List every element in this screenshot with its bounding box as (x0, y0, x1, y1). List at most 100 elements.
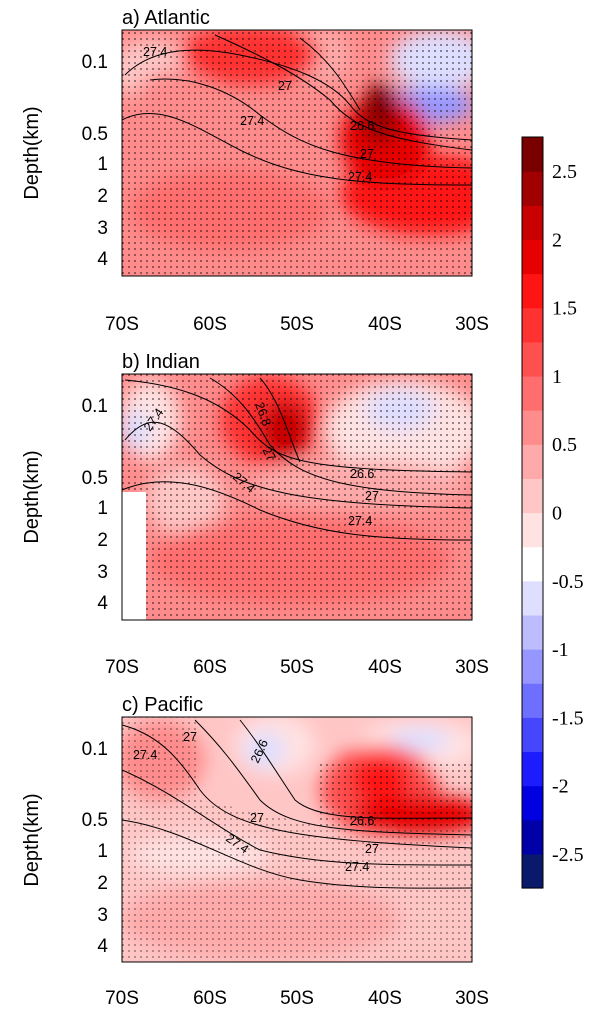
colorbar-swatch (522, 342, 543, 377)
colorbar-swatch (522, 410, 543, 445)
colorbar-swatch (522, 615, 543, 650)
x-ticks: 70S 60S 50S 40S 30S (105, 988, 489, 1009)
colorbar-swatch (522, 205, 543, 240)
colorbar-label: -1.5 (552, 707, 584, 729)
colorbar-swatch (522, 717, 543, 752)
colorbar-swatch (522, 274, 543, 309)
y-tick-label: 0.5 (82, 124, 108, 145)
contour-label: 27.4 (240, 114, 264, 128)
contour-label: 27 (278, 79, 292, 93)
colorbar-swatch (522, 820, 543, 855)
y-tick-label: 0.1 (82, 739, 108, 760)
plot-area: 27 27.4 26.6 27 26.6 27 27.4 27.4 (115, 715, 490, 962)
y-tick-label: 1 (97, 154, 108, 175)
x-tick-label: 60S (193, 988, 227, 1009)
x-tick-label: 50S (280, 657, 314, 678)
colorbar-swatch (522, 854, 543, 889)
panel-title: a) Atlantic (122, 7, 210, 29)
x-tick-label: 40S (368, 314, 402, 335)
colorbar-label: 2 (552, 229, 562, 251)
contour-label: 27 (250, 811, 264, 825)
y-ticks: 0.1 0.5 1 2 3 4 (82, 52, 109, 270)
stipple (122, 374, 472, 620)
x-ticks: 70S 60S 50S 40S 30S (105, 657, 489, 678)
x-tick-label: 30S (455, 657, 489, 678)
contour-label: 26.6 (350, 814, 374, 828)
panel-pacific: c) Pacific Depth(km) (21, 694, 490, 1009)
x-tick-label: 50S (280, 314, 314, 335)
x-tick-label: 40S (368, 657, 402, 678)
colorbar-label: 1 (552, 366, 562, 388)
y-axis-label: Depth(km) (21, 793, 43, 886)
colorbar-swatches (522, 137, 543, 889)
contour-label: 27.4 (348, 170, 372, 184)
colorbar-swatch (522, 239, 543, 274)
y-tick-label: 4 (97, 936, 108, 957)
x-ticks: 70S 60S 50S 40S 30S (105, 314, 489, 335)
y-axis-label: Depth(km) (21, 450, 43, 543)
colorbar-swatch (522, 547, 543, 582)
panel-title: b) Indian (122, 351, 200, 373)
colorbar: 2.5 2 1.5 1 0.5 0 -0.5 -1 -1.5 -2 -2.5 (522, 137, 584, 889)
y-ticks: 0.1 0.5 1 2 3 4 (82, 396, 109, 614)
x-tick-label: 30S (455, 988, 489, 1009)
plot-area: 26.8 27.4 27 27.4 26.6 27 27.4 (120, 374, 485, 620)
y-axis-label: Depth(km) (21, 106, 43, 199)
stipple (122, 30, 472, 276)
contour-label: 27.4 (143, 45, 167, 59)
colorbar-swatch (522, 376, 543, 411)
panel-indian: b) Indian Depth(km) (21, 351, 489, 678)
y-tick-label: 0.1 (82, 52, 108, 73)
y-tick-label: 4 (97, 593, 108, 614)
land-mask (122, 492, 146, 620)
colorbar-swatch (522, 137, 543, 172)
y-tick-label: 4 (97, 249, 108, 270)
x-tick-label: 40S (368, 988, 402, 1009)
colorbar-label: 0.5 (552, 434, 577, 456)
colorbar-swatch (522, 683, 543, 718)
stipple (320, 760, 472, 830)
colorbar-swatch (522, 513, 543, 548)
contour-label: 26.6 (350, 467, 374, 481)
x-tick-label: 70S (105, 314, 139, 335)
y-tick-label: 0.5 (82, 810, 108, 831)
colorbar-label: 1.5 (552, 298, 577, 320)
y-tick-label: 3 (97, 562, 108, 583)
contour-label: 27.4 (348, 514, 372, 528)
panel-title: c) Pacific (122, 694, 203, 716)
colorbar-label: -2 (552, 776, 569, 798)
plot-area: 27.4 27 27.4 26.6 27 27.4 (110, 25, 520, 276)
y-tick-label: 3 (97, 218, 108, 239)
contour-label: 27 (360, 147, 374, 161)
contour-label: 27 (365, 842, 379, 856)
contour-label: 27 (365, 489, 379, 503)
contour-label: 26.6 (350, 119, 374, 133)
contour-label: 27.4 (345, 860, 369, 874)
y-tick-label: 1 (97, 841, 108, 862)
colorbar-swatch (522, 444, 543, 479)
y-tick-label: 3 (97, 905, 108, 926)
panel-atlantic: a) Atlantic Depth(km) (21, 7, 520, 335)
colorbar-label: -2.5 (552, 844, 584, 866)
colorbar-label: -0.5 (552, 571, 584, 593)
x-tick-label: 60S (193, 657, 227, 678)
x-tick-label: 70S (105, 657, 139, 678)
colorbar-labels: 2.5 2 1.5 1 0.5 0 -0.5 -1 -1.5 -2 -2.5 (552, 161, 584, 866)
x-tick-label: 70S (105, 988, 139, 1009)
colorbar-swatch (522, 308, 543, 343)
contour-label: 27 (183, 730, 197, 744)
y-tick-label: 0.1 (82, 396, 108, 417)
colorbar-swatch (522, 786, 543, 821)
x-tick-label: 30S (455, 314, 489, 335)
colorbar-label: 2.5 (552, 161, 577, 183)
colorbar-swatch (522, 649, 543, 684)
x-tick-label: 50S (280, 988, 314, 1009)
colorbar-swatch (522, 171, 543, 206)
y-tick-label: 2 (97, 530, 108, 551)
colorbar-label: -1 (552, 639, 569, 661)
colorbar-label: 0 (552, 503, 562, 525)
y-ticks: 0.1 0.5 1 2 3 4 (82, 739, 109, 957)
colorbar-swatch (522, 478, 543, 513)
y-tick-label: 2 (97, 186, 108, 207)
